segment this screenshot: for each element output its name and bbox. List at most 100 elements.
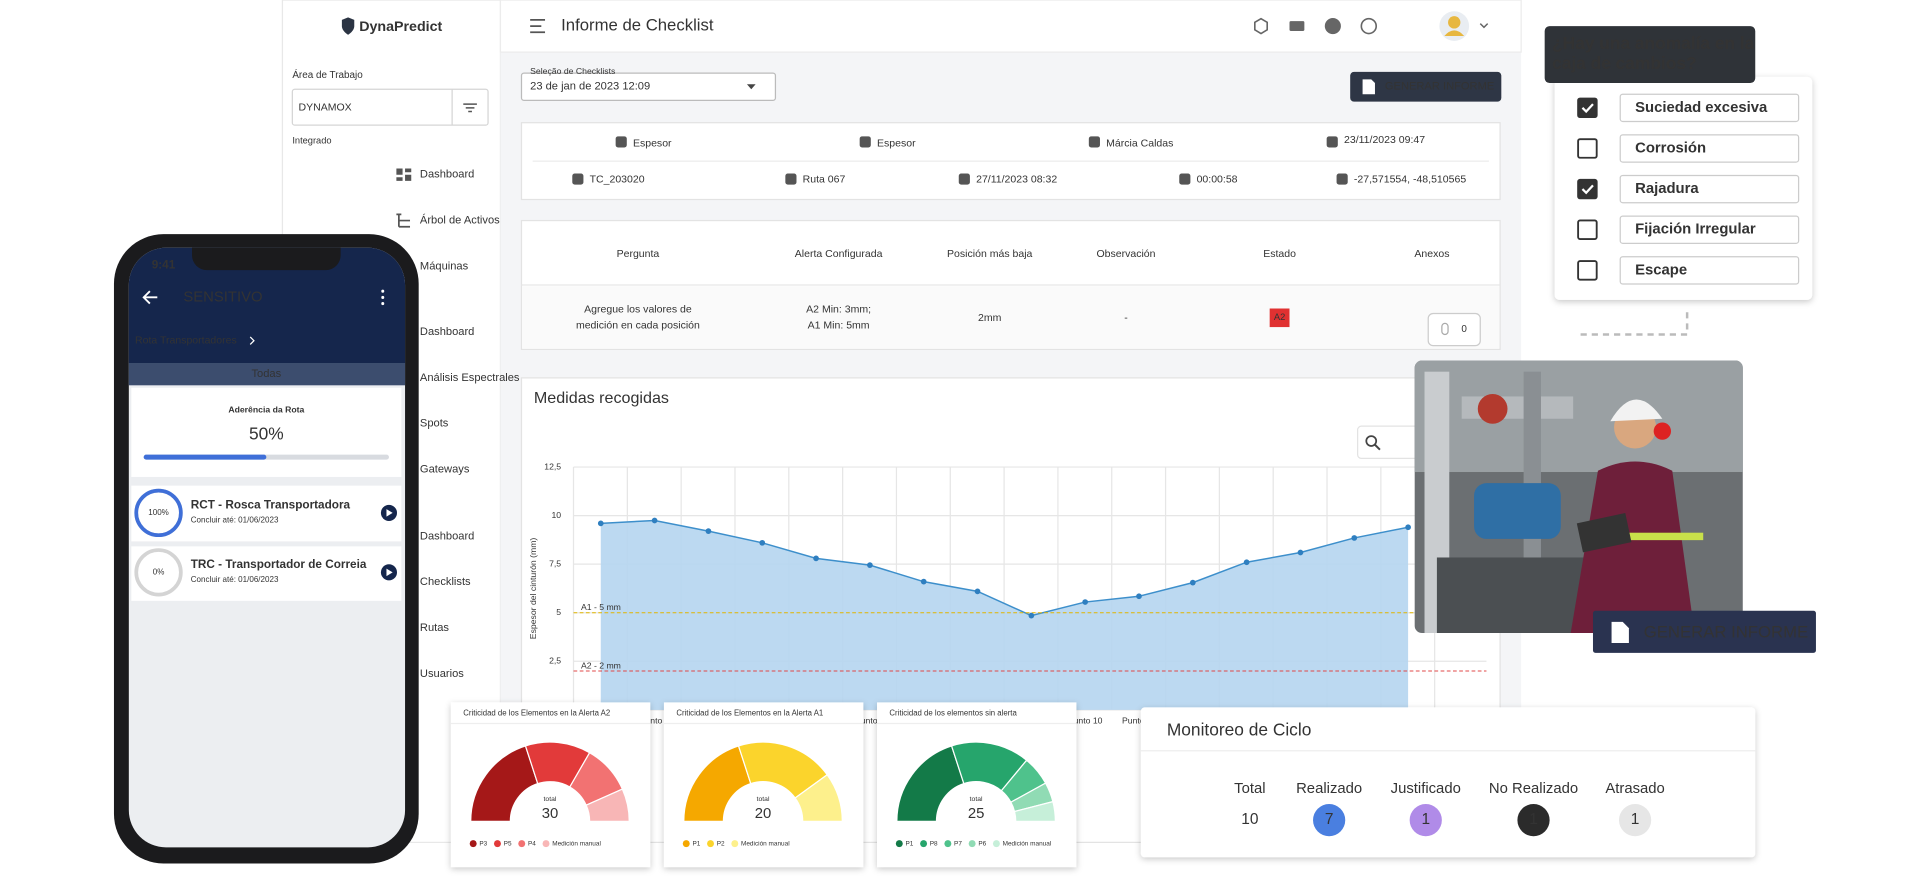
cell: Agregue los valores de: [584, 304, 692, 316]
checklist-selector[interactable]: [520, 72, 777, 102]
menu-toggle[interactable]: [530, 19, 546, 34]
cycle-label: Realizado: [1296, 781, 1362, 797]
cycle-label: Total: [1234, 781, 1265, 797]
option-label: Escape: [1635, 262, 1687, 278]
ear-protector: [1653, 422, 1672, 440]
print-icon[interactable]: [1289, 21, 1305, 32]
route-item[interactable]: [131, 485, 402, 542]
column-header: Estado: [1263, 248, 1296, 260]
selector-value: 23 de jan de 2023 12:09: [530, 81, 650, 93]
work-area-select[interactable]: [291, 88, 489, 126]
work-area: DYNAMOX: [299, 102, 352, 114]
attachments-button[interactable]: [1427, 312, 1481, 347]
point: [1082, 599, 1089, 605]
point: [813, 555, 819, 562]
gauges: Criticidad de los Elementos en la Alerta…: [450, 702, 1077, 868]
legend-label: Medición manual: [552, 840, 601, 847]
tab: Todas: [251, 368, 281, 380]
menu-item[interactable]: Máquinas: [420, 260, 469, 272]
menu-item[interactable]: Rutas: [420, 622, 449, 634]
zoom-icon[interactable]: [1365, 435, 1378, 447]
menu-item[interactable]: Dashboard: [420, 530, 474, 542]
question-bubble: [1544, 26, 1756, 84]
menu-item[interactable]: Dashboard: [420, 326, 474, 338]
threshold-label: A2 - 2 mm: [581, 660, 621, 670]
menu-item[interactable]: Usuarios: [420, 668, 464, 680]
menu-item[interactable]: Spots: [420, 418, 449, 430]
menu-item[interactable]: Gateways: [420, 463, 470, 475]
cycle-title: Monitoreo de Ciclo: [1167, 719, 1311, 739]
checkbox[interactable]: [1577, 97, 1598, 119]
filter-icon[interactable]: [463, 103, 477, 113]
tree-icon: [396, 213, 411, 228]
info-text: 27/11/2023 08:32: [976, 173, 1057, 185]
info-icon: [1179, 173, 1191, 185]
generate-report-overlay-button[interactable]: [1592, 610, 1816, 653]
menu-item[interactable]: Árbol de Activos: [420, 213, 500, 226]
option-box: [1619, 134, 1800, 163]
progress-track: [134, 548, 183, 597]
checkbox[interactable]: [1577, 178, 1598, 200]
cycle-label: Atrasado: [1605, 781, 1664, 797]
checkbox[interactable]: [1577, 260, 1598, 281]
info-icon: [1326, 136, 1338, 148]
generate-report-button[interactable]: [1350, 71, 1502, 102]
legend-swatch: [944, 840, 952, 848]
reflective-strip: [1591, 532, 1704, 541]
question: ¿Hay una anomalía en la: [1552, 33, 1755, 53]
info-text: Márcia Caldas: [1106, 138, 1173, 150]
language-icon[interactable]: [1360, 17, 1378, 35]
menu-item[interactable]: Checklists: [420, 576, 471, 588]
legend-label: P6: [978, 840, 986, 847]
avatar-body: [1444, 30, 1465, 36]
cell: -: [1124, 312, 1128, 324]
checkbox[interactable]: [1577, 219, 1598, 240]
menu-item[interactable]: Análisis Espectrales: [420, 372, 520, 384]
info-text: Espesor: [633, 138, 672, 150]
legend-swatch: [920, 840, 928, 848]
gauge-total: 25: [968, 806, 985, 822]
info-icon: [785, 173, 797, 185]
cycle-value: 1: [1631, 811, 1640, 828]
cell: 2mm: [978, 312, 1002, 324]
cycle-value: 10: [1241, 811, 1258, 828]
legend-label: P5: [504, 840, 512, 847]
screen-title: SENSITIVO: [183, 289, 262, 305]
cube-icon[interactable]: [1254, 17, 1269, 35]
route-item[interactable]: [131, 546, 402, 601]
point: [1405, 524, 1411, 531]
checkbox[interactable]: [1577, 138, 1598, 159]
back-button[interactable]: [142, 290, 158, 305]
tab-bar: [128, 363, 406, 386]
play-icon: [386, 509, 393, 517]
line: [600, 519, 1409, 617]
adherence-label: Aderência da Rota: [228, 404, 304, 414]
overlay-button-label: GENERAR INFORME: [1644, 622, 1808, 641]
info-text: Ruta 067: [803, 173, 846, 185]
selector-label: Seleção de Checklists: [530, 66, 616, 76]
legend-label: P2: [717, 840, 725, 847]
machine-base: [1436, 557, 1586, 634]
cell: A1 Min: 5mm: [808, 320, 870, 332]
legend-label: P1: [905, 840, 913, 847]
x-tick-label: Punto 10: [1068, 715, 1103, 725]
column-header: Pergunta: [617, 248, 660, 260]
route: Rota Transportadores: [135, 334, 237, 346]
gauge-center-label: total: [544, 796, 557, 803]
y-axis-label: Espesor del cinturón (mm): [528, 538, 538, 640]
info-text: 00:00:58: [1197, 173, 1238, 185]
button-label: GENERAR INFORME: [1385, 81, 1494, 93]
menu-item[interactable]: Dashboard: [420, 169, 474, 181]
avatar-caret[interactable]: [1479, 23, 1489, 29]
legend-swatch: [469, 840, 477, 848]
x-tick-label: Punto 11: [1122, 715, 1156, 725]
table-row-bg: [522, 286, 1499, 349]
status-badge-text: A2: [1274, 312, 1285, 322]
point: [974, 588, 981, 595]
cycle-badge: [1409, 803, 1442, 837]
status-badge: [1269, 308, 1290, 328]
legend-swatch: [731, 840, 739, 848]
option-label: Suciedad excesiva: [1635, 100, 1768, 116]
help-icon[interactable]: [1324, 18, 1341, 35]
adherence-card: [131, 387, 402, 477]
